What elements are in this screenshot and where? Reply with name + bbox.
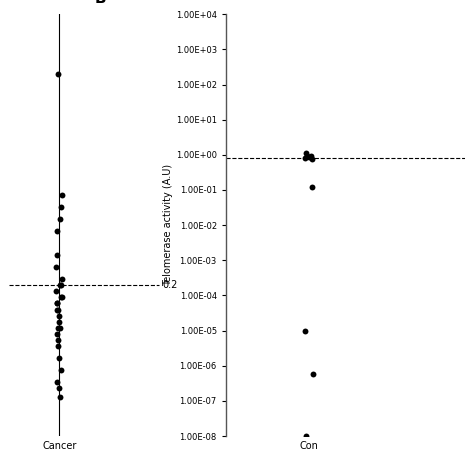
Point [309, 183, 316, 191]
Point [57, 203, 64, 211]
Point [55, 384, 63, 392]
Point [58, 294, 66, 301]
Point [309, 155, 316, 163]
Point [302, 150, 310, 157]
Point [54, 336, 62, 344]
Point [54, 300, 61, 307]
Point [55, 318, 63, 325]
Point [55, 354, 63, 362]
Point [309, 370, 317, 377]
Point [56, 215, 64, 223]
Point [54, 324, 62, 331]
Text: 0.2: 0.2 [163, 281, 178, 291]
Point [301, 327, 309, 335]
Point [53, 330, 61, 337]
Point [56, 393, 64, 401]
Point [58, 191, 66, 199]
Point [58, 294, 65, 301]
Point [57, 282, 64, 289]
Text: B: B [95, 0, 106, 6]
Point [307, 152, 315, 159]
Point [301, 155, 309, 162]
Point [55, 342, 62, 349]
Y-axis label: Telomerase activity (A.U): Telomerase activity (A.U) [163, 164, 173, 286]
Point [52, 288, 60, 295]
Point [53, 306, 61, 313]
Point [53, 264, 60, 271]
Point [56, 324, 64, 331]
Point [302, 432, 310, 440]
Point [54, 378, 61, 386]
Point [305, 154, 313, 161]
Point [57, 366, 65, 374]
Point [55, 71, 62, 78]
Point [58, 275, 65, 283]
Point [54, 306, 62, 313]
Point [53, 252, 61, 259]
Point [55, 312, 63, 319]
Point [53, 228, 61, 235]
Point [303, 153, 310, 160]
Point [56, 282, 64, 289]
Point [53, 300, 61, 307]
